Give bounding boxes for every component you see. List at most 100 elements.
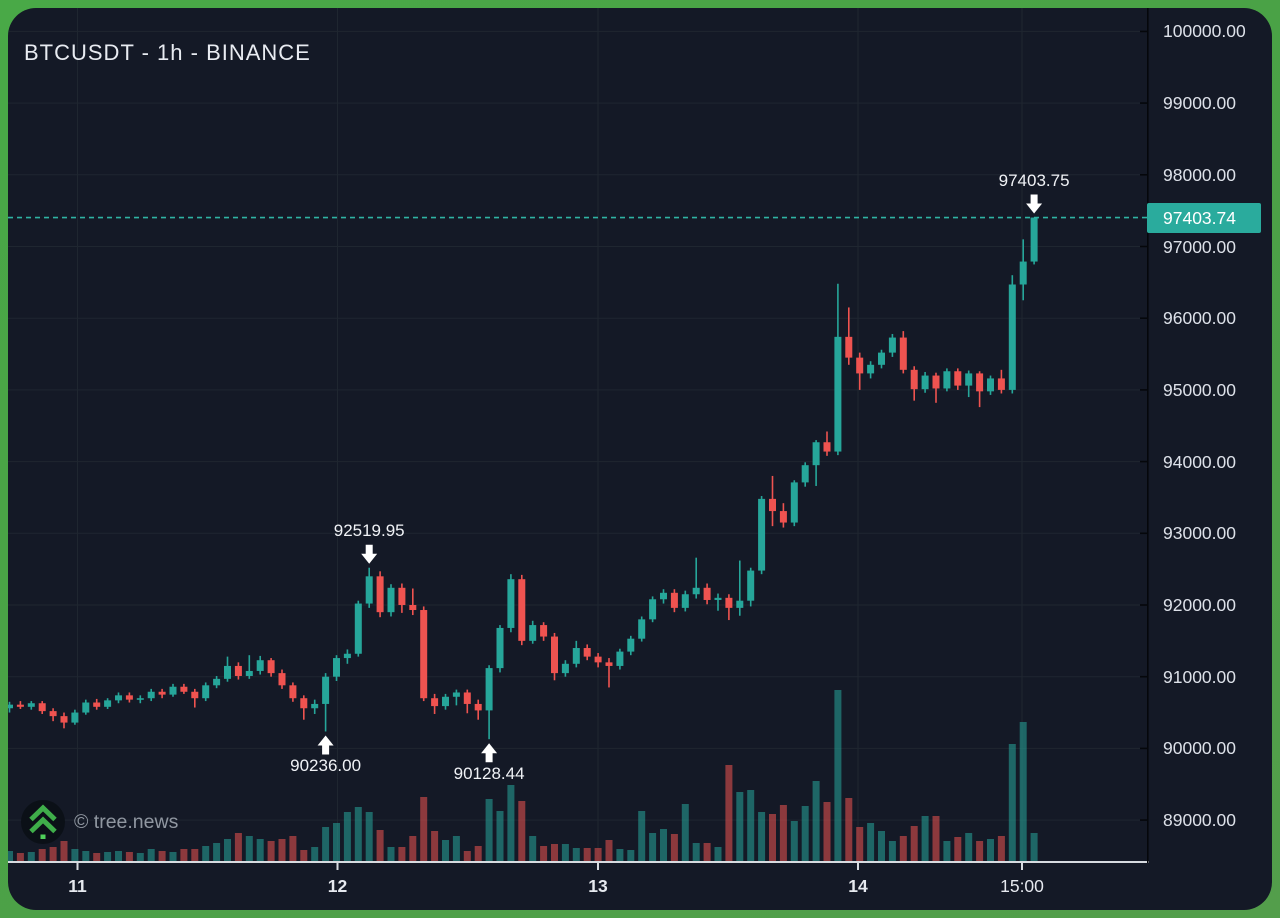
volume-bar xyxy=(93,853,101,861)
volume-bar xyxy=(158,851,166,861)
volume-bar xyxy=(703,843,711,861)
candle-body xyxy=(474,703,482,711)
volume-bar xyxy=(125,852,133,861)
volume-bar xyxy=(452,836,460,861)
candle-body xyxy=(867,364,875,374)
volume-bar xyxy=(932,816,940,861)
volume-bar xyxy=(649,833,657,861)
volume-bar xyxy=(790,821,798,861)
marker-price-label: 90128.44 xyxy=(453,764,525,784)
candle-body xyxy=(71,712,79,723)
candle-body xyxy=(954,371,962,386)
candle-body xyxy=(834,336,842,452)
time-axis-line xyxy=(8,861,1149,863)
candle-body xyxy=(93,702,101,707)
candle-body xyxy=(888,337,896,353)
candle-body xyxy=(692,587,700,595)
candle-body xyxy=(518,579,526,641)
volume-bar xyxy=(82,851,90,861)
volume-bar xyxy=(485,799,493,861)
candle-body xyxy=(976,373,984,392)
volume-bar xyxy=(8,851,13,861)
candle-body xyxy=(398,587,406,605)
volume-bar xyxy=(878,831,885,861)
volume-bar xyxy=(463,851,471,861)
volume-bar xyxy=(49,847,57,861)
volume-bar xyxy=(943,841,951,861)
volume-bar xyxy=(845,798,853,861)
volume-bar xyxy=(136,853,144,861)
candle-body xyxy=(605,662,613,666)
candle-body xyxy=(289,685,297,699)
candle-body xyxy=(224,665,231,679)
candle-body xyxy=(856,357,864,374)
volume-bar xyxy=(311,847,319,861)
volume-bar xyxy=(616,849,624,861)
volume-bar xyxy=(888,841,896,861)
candle-body xyxy=(485,668,493,711)
volume-bar xyxy=(725,765,733,861)
watermark-text: © tree.news xyxy=(74,810,179,833)
candlestick-chart[interactable] xyxy=(8,8,1272,910)
candle-body xyxy=(878,352,885,365)
candle-body xyxy=(910,369,918,390)
volume-bar xyxy=(758,812,766,861)
volume-bar xyxy=(343,812,351,861)
volume-bar xyxy=(747,790,755,861)
volume-bar xyxy=(474,846,482,861)
time-axis-label: 15:00 xyxy=(1000,876,1044,896)
volume-bar xyxy=(267,841,275,861)
volume-bar xyxy=(605,840,613,861)
candle-body xyxy=(387,587,395,613)
volume-bar xyxy=(496,811,504,861)
candle-body xyxy=(899,337,907,370)
time-axis-label: 11 xyxy=(68,876,87,896)
candle-body xyxy=(420,610,428,699)
candle-body xyxy=(60,716,68,723)
candle-body xyxy=(49,711,57,717)
candle-body xyxy=(213,678,221,686)
candle-body xyxy=(572,648,580,664)
volume-bar xyxy=(387,847,395,861)
volume-bar xyxy=(169,852,177,861)
candle-body xyxy=(1030,217,1038,262)
time-axis-label: 12 xyxy=(327,876,348,896)
volume-bar xyxy=(38,849,46,861)
volume-bar xyxy=(594,848,602,861)
volume-bar xyxy=(202,846,210,861)
volume-bar xyxy=(692,843,700,861)
time-axis-label: 13 xyxy=(588,876,608,896)
candle-body xyxy=(463,692,471,704)
volume-bar xyxy=(1030,833,1038,861)
candle-body xyxy=(714,597,722,600)
candle-body xyxy=(442,696,449,707)
candle-body xyxy=(245,670,253,676)
candle-body xyxy=(82,702,90,713)
candle-body xyxy=(409,605,417,611)
tree-news-logo-icon xyxy=(21,800,65,844)
volume-bar xyxy=(245,836,253,861)
candle-body xyxy=(431,698,439,707)
volume-bar xyxy=(289,836,297,861)
candle-body xyxy=(812,442,820,466)
volume-bar xyxy=(670,834,678,861)
price-axis-label: 89000.00 xyxy=(1163,810,1236,831)
volume-bar xyxy=(115,851,122,861)
price-axis-label: 100000.00 xyxy=(1163,21,1246,42)
candle-body xyxy=(736,600,744,608)
volume-bar xyxy=(572,848,580,861)
marker-price-label: 90236.00 xyxy=(290,756,362,776)
candle-body xyxy=(627,638,635,652)
volume-bar xyxy=(507,785,515,861)
price-axis-label: 92000.00 xyxy=(1163,595,1236,615)
volume-bar xyxy=(224,839,231,861)
arrow-up-icon xyxy=(317,735,334,755)
candle-body xyxy=(27,703,35,707)
candle-body xyxy=(769,498,776,512)
candle-body xyxy=(703,587,711,600)
volume-bar xyxy=(976,841,984,861)
arrow-down-icon xyxy=(361,544,378,564)
volume-bar xyxy=(300,850,308,861)
volume-bar xyxy=(540,846,548,861)
candle-body xyxy=(725,597,733,608)
